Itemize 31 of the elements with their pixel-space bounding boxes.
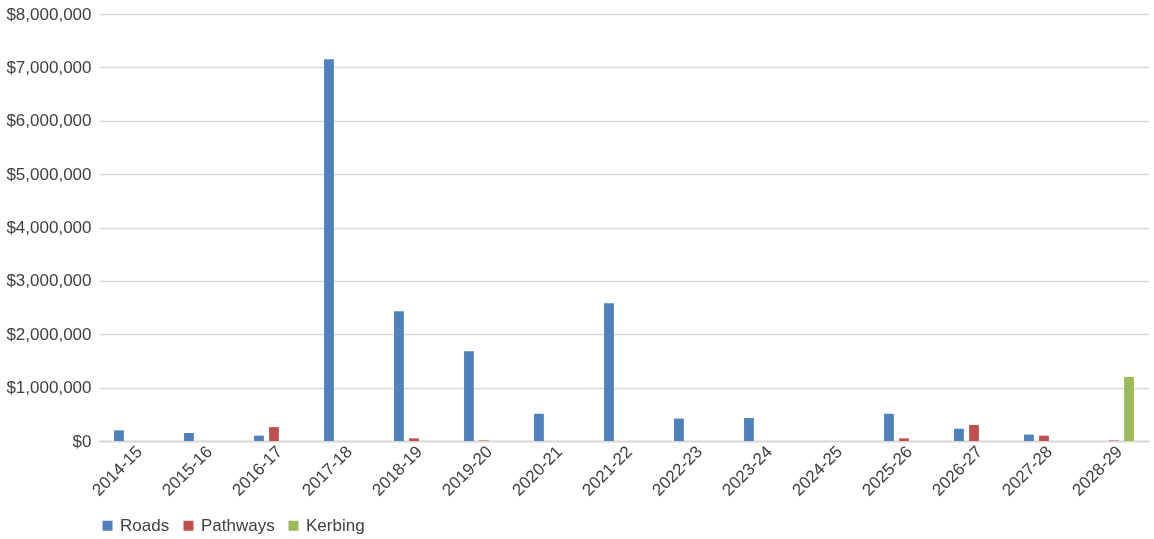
bar (409, 438, 419, 441)
bar (969, 424, 979, 441)
bar (184, 432, 194, 441)
y-tick-label: $6,000,000 (6, 111, 92, 131)
bar (744, 418, 754, 441)
y-tick-label: $1,000,000 (6, 378, 92, 398)
bar (954, 428, 964, 441)
bar (394, 311, 404, 441)
bar (674, 418, 684, 441)
legend-label: Pathways (201, 515, 275, 535)
y-tick-label: $7,000,000 (6, 57, 92, 77)
bar (1024, 434, 1034, 441)
bar (884, 413, 894, 441)
bar (464, 351, 474, 441)
bar (604, 303, 614, 441)
bar (324, 59, 334, 441)
y-tick-label: $0 (72, 431, 92, 451)
y-tick-label: $2,000,000 (6, 324, 92, 344)
y-tick-label: $5,000,000 (6, 164, 92, 184)
bar (1124, 376, 1134, 441)
y-tick-label: $3,000,000 (6, 271, 92, 291)
legend-label: Kerbing (306, 515, 365, 535)
bar (899, 438, 909, 441)
bar (114, 430, 124, 441)
bar (534, 413, 544, 441)
bar (269, 427, 279, 441)
legend-label: Roads (120, 515, 170, 535)
y-tick-label: $4,000,000 (6, 218, 92, 237)
y-tick-label: $8,000,000 (6, 4, 92, 24)
bar (1039, 435, 1049, 441)
bar (254, 435, 264, 441)
